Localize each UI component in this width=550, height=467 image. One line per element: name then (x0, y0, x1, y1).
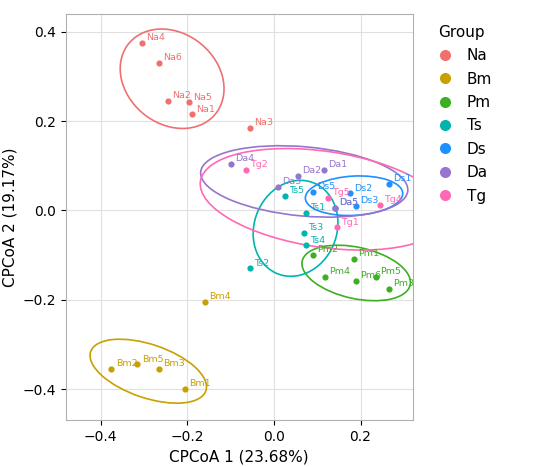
Text: Ds1: Ds1 (393, 174, 411, 183)
Point (107, 365, 116, 373)
Point (187, 111, 196, 118)
Point (371, 273, 380, 280)
Text: Da1: Da1 (328, 161, 347, 170)
Point (309, 251, 317, 259)
Text: Ts5: Ts5 (289, 186, 304, 195)
Text: Tg5: Tg5 (332, 188, 350, 197)
Point (309, 188, 317, 196)
Point (293, 172, 302, 179)
Point (138, 39, 146, 47)
Text: Pm5: Pm5 (380, 267, 401, 276)
Text: Pm1: Pm1 (358, 249, 379, 258)
Text: Ds5: Ds5 (317, 182, 336, 191)
Point (321, 273, 329, 280)
Point (226, 160, 235, 167)
Text: Bm5: Bm5 (142, 355, 163, 364)
Point (330, 205, 339, 212)
Text: Na4: Na4 (146, 33, 165, 42)
Text: Tg4: Tg4 (384, 195, 402, 205)
Legend: Na, Bm, Pm, Ts, Ds, Da, Tg: Na, Bm, Pm, Ts, Ds, Da, Tg (427, 21, 495, 206)
Text: Da3: Da3 (282, 177, 301, 186)
Text: Ds3: Ds3 (360, 196, 379, 205)
Text: Pm2: Pm2 (317, 245, 338, 255)
Text: Na2: Na2 (172, 91, 191, 100)
Point (384, 285, 393, 292)
X-axis label: CPCoA 1 (23.68%): CPCoA 1 (23.68%) (169, 450, 309, 465)
Point (241, 167, 250, 174)
Point (320, 167, 328, 174)
Point (384, 180, 393, 187)
Text: Pm4: Pm4 (329, 267, 350, 276)
Point (350, 255, 359, 262)
Text: Pm6: Pm6 (360, 271, 381, 280)
Text: Ts1: Ts1 (311, 203, 326, 212)
Text: Da2: Da2 (302, 166, 321, 175)
Text: Na5: Na5 (194, 92, 212, 102)
Text: Na1: Na1 (196, 105, 214, 113)
Point (352, 277, 361, 285)
Text: Bm3: Bm3 (163, 359, 185, 368)
Point (155, 365, 163, 373)
Text: Ts3: Ts3 (309, 223, 323, 232)
Point (200, 298, 209, 306)
Text: Tg1: Tg1 (341, 218, 359, 226)
Point (133, 361, 142, 368)
Text: Pm3: Pm3 (393, 279, 414, 288)
Point (376, 201, 384, 209)
Point (302, 241, 311, 249)
Text: Ds2: Ds2 (354, 184, 372, 193)
Point (155, 59, 163, 67)
Text: Da5: Da5 (339, 198, 358, 207)
Point (352, 202, 361, 210)
Text: Na3: Na3 (254, 118, 273, 127)
Text: Bm1: Bm1 (189, 379, 211, 388)
Text: Na6: Na6 (163, 53, 182, 62)
Point (323, 194, 332, 202)
Point (280, 192, 289, 200)
Point (246, 124, 255, 132)
Point (345, 190, 354, 197)
Point (274, 184, 283, 191)
Text: Tg2: Tg2 (250, 161, 268, 170)
Text: Ts2: Ts2 (254, 259, 270, 268)
Text: Da4: Da4 (235, 154, 254, 163)
Point (246, 265, 255, 272)
Text: Da5: Da5 (339, 198, 358, 207)
Y-axis label: CPCoA 2 (19.17%): CPCoA 2 (19.17%) (2, 148, 17, 287)
Text: Ts4: Ts4 (311, 235, 326, 245)
Point (185, 99, 194, 106)
Point (163, 97, 172, 105)
Text: Bm4: Bm4 (209, 292, 230, 301)
Point (332, 224, 341, 231)
Point (302, 209, 311, 216)
Text: Bm2: Bm2 (116, 359, 138, 368)
Point (330, 205, 339, 212)
Point (300, 229, 309, 236)
Point (181, 385, 190, 393)
